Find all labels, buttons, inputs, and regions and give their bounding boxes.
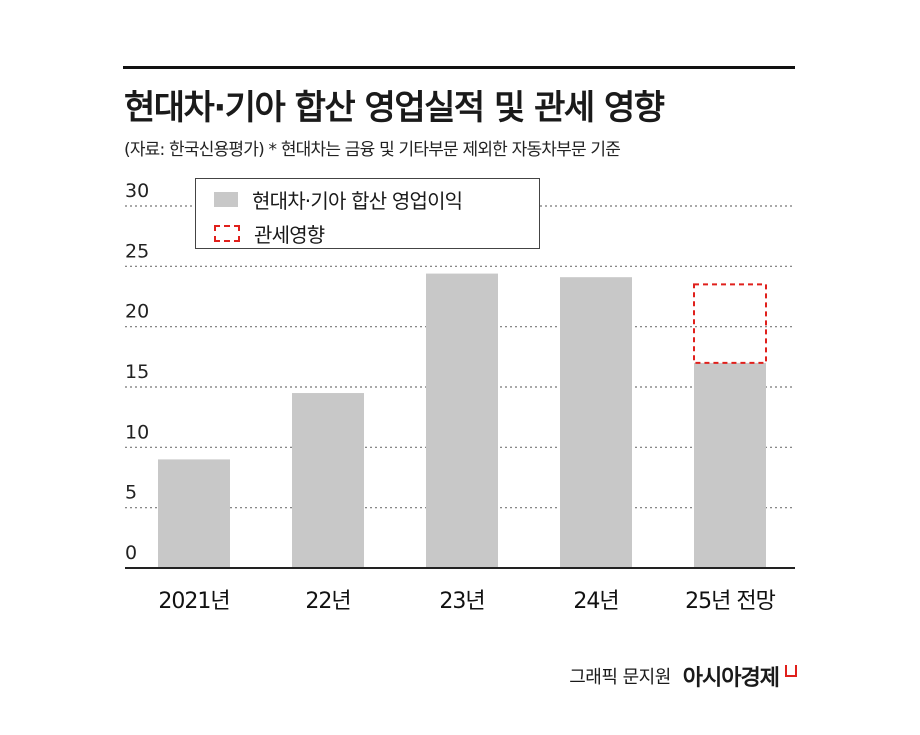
legend-label-tariff: 관세영향 xyxy=(254,223,325,247)
legend-item-tariff: 관세영향 xyxy=(214,219,325,248)
top-rule xyxy=(123,66,795,69)
legend-label-operating-profit: 현대차·기아 합산 영업이익 xyxy=(252,189,463,213)
y-tick-label: 15 xyxy=(125,361,149,383)
y-tick-label: 10 xyxy=(125,421,149,443)
bars xyxy=(158,273,767,568)
x-axis-ticks: 2021년 22년 23년 24년 25년 전망 xyxy=(158,589,776,614)
x-tick-label: 25년 전망 xyxy=(685,589,775,614)
x-tick-label: 23년 xyxy=(439,589,484,614)
credit: 그래픽 문지원 아시아경제 xyxy=(569,660,797,692)
y-axis-ticks: 0 5 10 15 20 25 30 xyxy=(125,180,149,564)
bar xyxy=(158,459,230,568)
y-tick-label: 30 xyxy=(125,180,149,202)
bar xyxy=(560,277,632,568)
chart-subtitle: (자료: 한국신용평가) * 현대차는 금융 및 기타부문 제외한 자동차부문 … xyxy=(124,140,621,160)
x-tick-label: 24년 xyxy=(573,589,618,614)
x-tick-label: 22년 xyxy=(305,589,350,614)
chart-title: 현대차·기아 합산 영업실적 및 관세 영향 xyxy=(124,88,665,128)
legend-swatch-gray xyxy=(214,192,238,207)
bar xyxy=(426,273,498,568)
bar xyxy=(292,393,364,568)
legend-swatch-dashed xyxy=(214,225,240,242)
y-tick-label: 5 xyxy=(125,482,137,504)
tariff-impact-bar xyxy=(693,283,767,364)
credit-text: 그래픽 문지원 xyxy=(569,667,671,688)
bar xyxy=(694,362,766,568)
legend-item-operating-profit: 현대차·기아 합산 영업이익 xyxy=(214,185,463,214)
legend: 현대차·기아 합산 영업이익 관세영향 xyxy=(195,178,540,249)
y-tick-label: 20 xyxy=(125,301,149,323)
x-tick-label: 2021년 xyxy=(158,589,229,614)
y-tick-label: 25 xyxy=(125,240,149,262)
brand-mark-icon xyxy=(785,665,797,677)
brand-logo: 아시아경제 xyxy=(682,666,780,691)
y-tick-label: 0 xyxy=(125,542,137,564)
